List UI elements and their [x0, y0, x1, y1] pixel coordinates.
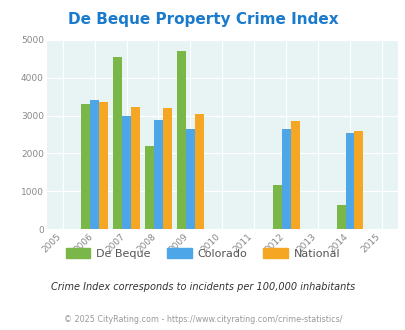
- Text: Crime Index corresponds to incidents per 100,000 inhabitants: Crime Index corresponds to incidents per…: [51, 282, 354, 292]
- Bar: [290, 121, 299, 229]
- Legend: De Beque, Colorado, National: De Beque, Colorado, National: [61, 244, 344, 263]
- Bar: [122, 116, 131, 229]
- Bar: [99, 102, 108, 229]
- Bar: [90, 100, 99, 229]
- Bar: [281, 129, 290, 229]
- Bar: [177, 51, 185, 229]
- Bar: [354, 131, 362, 229]
- Bar: [185, 129, 194, 229]
- Bar: [81, 104, 90, 229]
- Bar: [345, 133, 354, 229]
- Bar: [131, 107, 140, 229]
- Text: De Beque Property Crime Index: De Beque Property Crime Index: [68, 12, 337, 26]
- Bar: [336, 206, 345, 229]
- Bar: [145, 146, 153, 229]
- Bar: [113, 57, 122, 229]
- Bar: [162, 108, 171, 229]
- Bar: [194, 114, 203, 229]
- Bar: [153, 120, 162, 229]
- Bar: [272, 185, 281, 229]
- Text: © 2025 CityRating.com - https://www.cityrating.com/crime-statistics/: © 2025 CityRating.com - https://www.city…: [64, 315, 341, 324]
